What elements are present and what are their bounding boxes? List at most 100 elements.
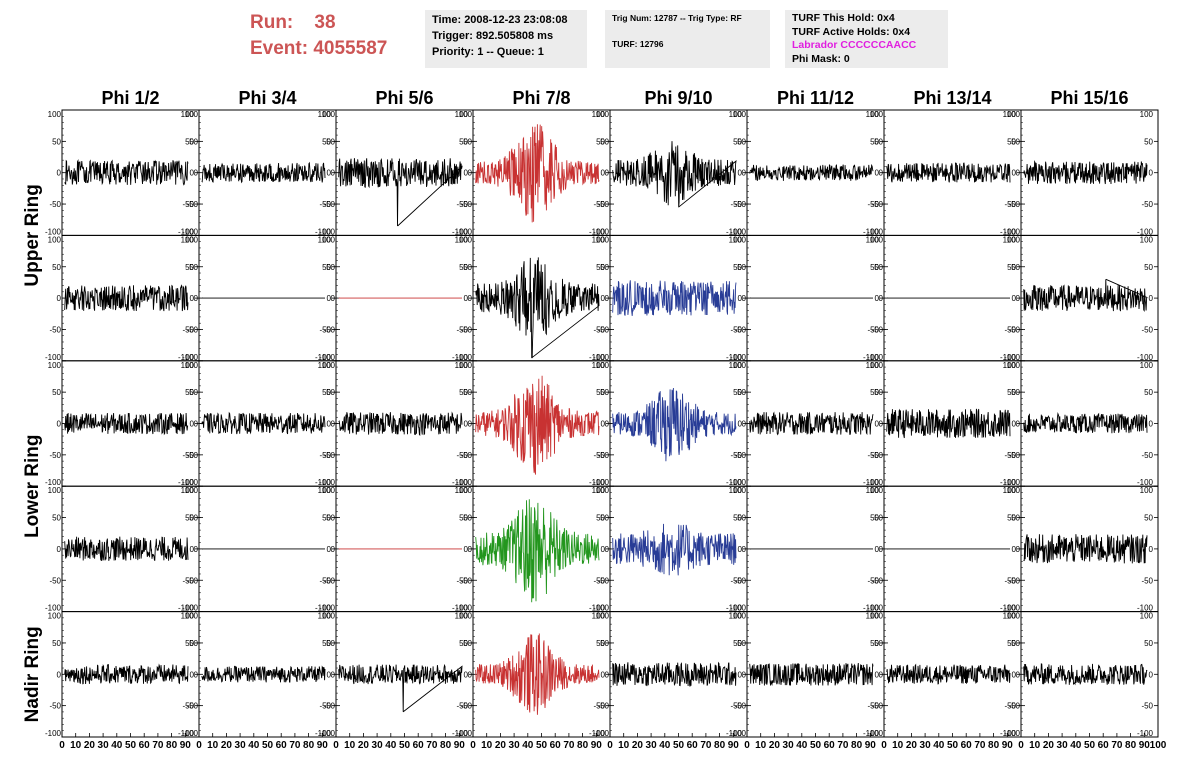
trig-num-text: Trig Num: 12787 -- Trig Type: RF: [612, 13, 742, 23]
y-tick-label: 100: [48, 612, 62, 621]
y-tick-label: -100: [589, 478, 606, 487]
y-tick-label: 100: [1003, 486, 1017, 495]
x-tick-label: 90: [180, 740, 192, 751]
y-tick-label: 100: [870, 361, 884, 370]
x-tick-label: 40: [385, 740, 397, 751]
y-tick-label: 50: [600, 514, 609, 523]
y-tick-label: -50: [1004, 200, 1016, 209]
y-tick-label: 50: [600, 388, 609, 397]
y-tick-label: -50: [734, 451, 746, 460]
y-tick-label: 50: [1144, 639, 1153, 648]
x-tick-label: 10: [618, 740, 630, 751]
y-tick-label: 100: [1003, 110, 1017, 119]
labrador-text: Labrador CCCCCCAACC: [792, 39, 917, 51]
x-tick-label: 0: [196, 740, 202, 751]
y-tick-label: -50: [319, 200, 331, 209]
waveform-line: [338, 411, 463, 436]
y-tick-label: 100: [1003, 612, 1017, 621]
x-tick-label: 70: [426, 740, 438, 751]
y-tick-label: -100: [589, 353, 606, 362]
y-tick-label: -50: [1008, 325, 1020, 334]
time-info-box: Time: 2008-12-23 23:08:08 Trigger: 892.5…: [425, 10, 587, 68]
y-tick-label: 0: [605, 670, 610, 679]
y-tick-label: -100: [863, 604, 880, 613]
x-tick-label: 40: [1070, 740, 1082, 751]
y-tick-label: 50: [870, 388, 879, 397]
y-tick-label: 50: [874, 263, 883, 272]
y-tick-label: 50: [185, 263, 194, 272]
y-tick-label: -100: [182, 729, 199, 738]
x-tick-label: 40: [248, 740, 260, 751]
y-tick-label: -50: [867, 576, 879, 585]
y-tick-label: 100: [455, 612, 469, 621]
y-tick-label: -100: [45, 729, 62, 738]
y-tick-label: -100: [726, 604, 743, 613]
y-tick-label: 50: [463, 388, 472, 397]
y-tick-label: -100: [456, 478, 473, 487]
y-tick-label: -50: [456, 325, 468, 334]
y-tick-label: 50: [596, 639, 605, 648]
waveform-line: [612, 387, 737, 462]
y-tick-label: -50: [1004, 702, 1016, 711]
x-tick-label: 80: [714, 740, 726, 751]
y-tick-label: 50: [322, 514, 331, 523]
x-tick-label: 10: [481, 740, 493, 751]
y-tick-label: 100: [870, 110, 884, 119]
y-tick-label: -100: [45, 478, 62, 487]
y-tick-label: -50: [871, 451, 883, 460]
x-tick-label: 60: [961, 740, 973, 751]
x-tick-label: 20: [358, 740, 370, 751]
y-tick-label: 100: [733, 361, 747, 370]
y-tick-label: 50: [1007, 639, 1016, 648]
y-tick-label: 0: [1012, 545, 1017, 554]
waveform-line: [612, 523, 737, 576]
y-tick-label: 100: [1140, 612, 1154, 621]
x-tick-label: 50: [399, 740, 411, 751]
y-tick-label: 0: [468, 670, 473, 679]
y-tick-label: -50: [186, 702, 198, 711]
waveform-line: [749, 662, 874, 686]
x-tick-label: 50: [673, 740, 685, 751]
waveform-line: [201, 411, 326, 435]
y-tick-label: 0: [194, 545, 199, 554]
y-tick-label: -100: [1004, 729, 1021, 738]
y-tick-label: 100: [596, 486, 610, 495]
y-tick-label: 50: [1011, 514, 1020, 523]
y-tick-label: 100: [866, 612, 880, 621]
y-tick-label: -50: [460, 451, 472, 460]
y-tick-label: -100: [726, 478, 743, 487]
x-tick-label: 90: [454, 740, 466, 751]
waveform-line: [1023, 663, 1148, 686]
trigger-text: Trigger: 892.505808 ms: [432, 30, 554, 42]
y-tick-label: -50: [182, 451, 194, 460]
y-tick-label: 100: [596, 361, 610, 370]
y-tick-label: 0: [194, 420, 199, 429]
waveform-line: [1023, 278, 1148, 312]
y-tick-label: 100: [592, 486, 606, 495]
y-tick-label: 100: [1140, 486, 1154, 495]
y-tick-label: -50: [319, 702, 331, 711]
run-value: 38: [314, 12, 336, 33]
y-tick-label: 50: [870, 514, 879, 523]
y-tick-label: -50: [597, 200, 609, 209]
y-tick-label: 0: [468, 545, 473, 554]
y-tick-label: 0: [194, 294, 199, 303]
y-tick-label: 0: [1149, 420, 1154, 429]
y-tick-label: -50: [597, 325, 609, 334]
y-tick-label: -50: [730, 576, 742, 585]
y-tick-label: -50: [1008, 451, 1020, 460]
y-tick-label: 50: [733, 639, 742, 648]
y-tick-label: 0: [738, 169, 743, 178]
y-tick-label: -100: [319, 353, 336, 362]
y-tick-label: 0: [327, 545, 332, 554]
turf-hold-text: TURF This Hold: 0x4: [792, 12, 895, 24]
y-tick-label: 0: [1016, 169, 1021, 178]
y-tick-label: -50: [319, 576, 331, 585]
y-tick-label: 0: [468, 420, 473, 429]
y-tick-label: 100: [1007, 486, 1021, 495]
x-tick-label: 80: [166, 740, 178, 751]
